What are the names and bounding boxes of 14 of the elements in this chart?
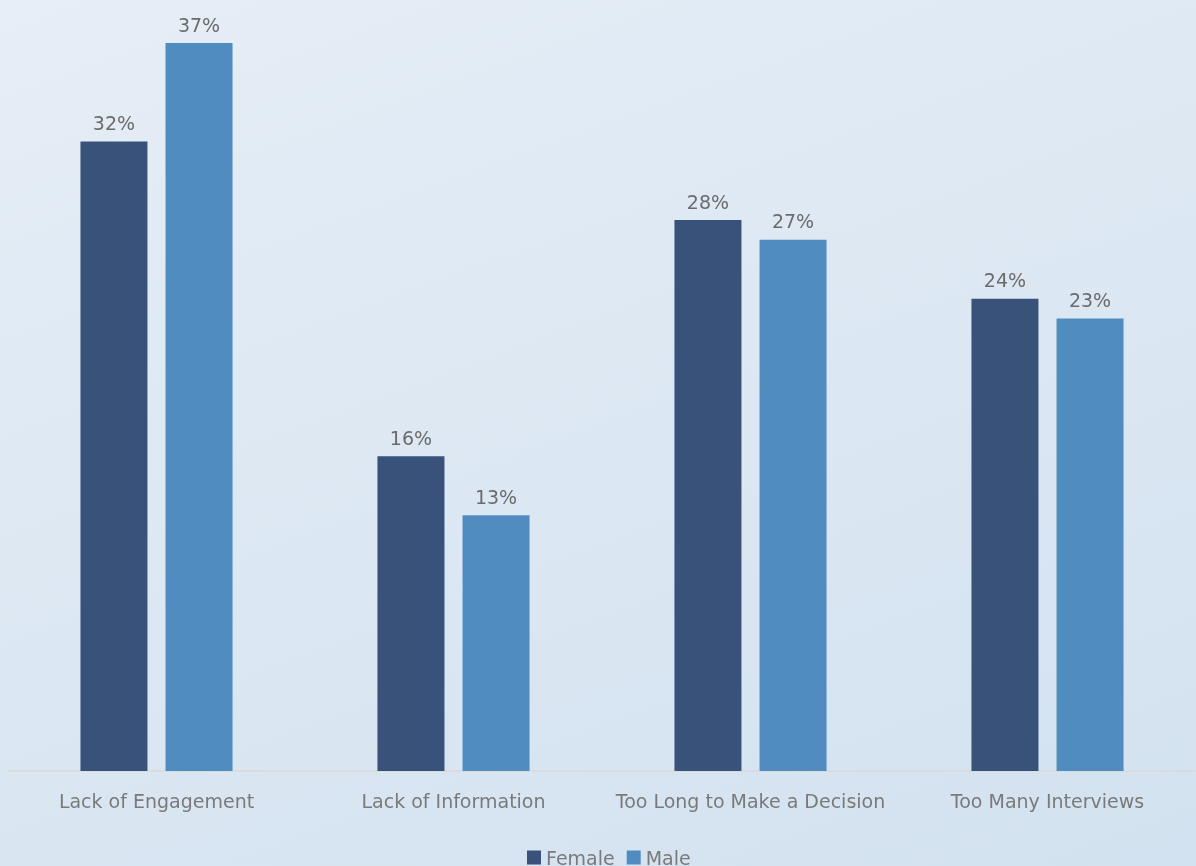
- data-label: 16%: [389, 426, 433, 449]
- data-label: 24%: [983, 269, 1027, 292]
- data-label: 13%: [474, 485, 518, 508]
- data-label: 32%: [92, 111, 136, 134]
- x-tick-label: Lack of Information: [361, 789, 546, 812]
- legend-label: Male: [645, 846, 691, 866]
- legend-label: Female: [546, 846, 615, 866]
- x-tick-label: Too Long to Make a Decision: [614, 789, 886, 812]
- data-label: 23%: [1068, 288, 1112, 311]
- x-tick-label: Lack of Engagement: [58, 789, 255, 812]
- data-label: 28%: [686, 190, 730, 213]
- x-tick-label: Too Many Interviews: [949, 789, 1145, 812]
- data-label: 27%: [771, 210, 815, 233]
- data-label: 37%: [177, 13, 221, 36]
